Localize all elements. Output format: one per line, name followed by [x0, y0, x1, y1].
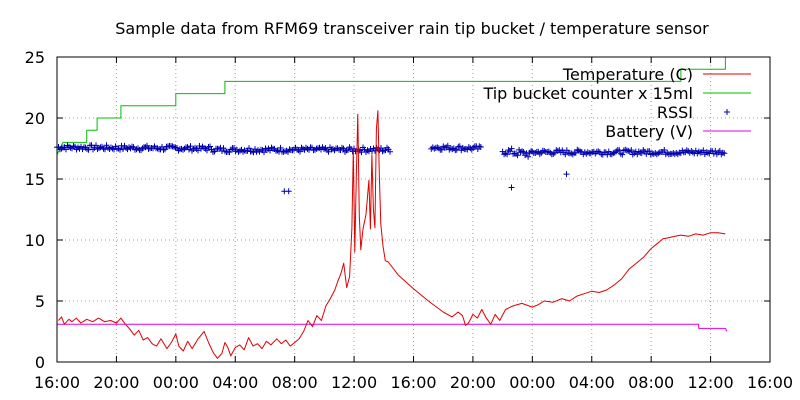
rssi-point [207, 143, 213, 150]
rssi-point [523, 150, 530, 157]
x-tick-label: 20:00 [450, 373, 496, 392]
x-tick-label: 16:00 [747, 373, 793, 392]
legend: Temperature (C)Tip bucket counter x 15ml… [482, 65, 751, 141]
rssi-point [569, 151, 576, 158]
rssi-point [277, 144, 284, 151]
rssi-point [283, 147, 290, 154]
rssi-point [142, 144, 149, 151]
grid-lines [57, 57, 770, 362]
legend-label-temperature-c: Temperature (C) [562, 65, 693, 84]
rssi-point [655, 150, 662, 157]
rssi-point [520, 149, 527, 155]
x-tick-label: 12:00 [331, 373, 377, 392]
x-tick-label: 20:00 [93, 373, 139, 392]
x-tick-label: 08:00 [628, 373, 674, 392]
rssi-point [562, 151, 569, 158]
x-tick-label: 00:00 [153, 373, 199, 392]
rssi-point [160, 146, 167, 153]
rssi-point [387, 148, 393, 155]
axis-ticks: 16:00 20:00 00:00 04:00 08:00 12:00 16:00 20:00… [25, 48, 793, 392]
rssi-point [477, 144, 484, 150]
series-line-temperature-c [58, 110, 726, 359]
rssi-point [634, 151, 641, 158]
rssi-point [661, 147, 668, 153]
rssi-point [721, 150, 728, 157]
x-tick-label: 16:00 [34, 373, 80, 392]
rssi-point [187, 143, 194, 150]
rssi-point [117, 146, 123, 153]
rssi-point [619, 151, 626, 158]
rssi-point [476, 143, 483, 150]
rssi-point [638, 150, 645, 157]
x-tick-label: 04:00 [212, 373, 258, 392]
legend-label-battery-v: Battery (V) [605, 122, 693, 141]
y-tick-label: 25 [25, 48, 45, 67]
legend-label-tip-bucket-counter-x-15ml: Tip bucket counter x 15ml [482, 84, 693, 103]
rssi-point [304, 145, 311, 152]
x-tick-label: 00:00 [509, 373, 555, 392]
x-tick-label: 08:00 [272, 373, 318, 392]
y-tick-label: 20 [25, 109, 45, 128]
rssi-point [625, 147, 632, 154]
rssi-point [220, 145, 227, 152]
legend-sample-rssi [724, 109, 730, 115]
y-tick-label: 5 [35, 292, 45, 311]
series-points-rssi [54, 142, 728, 195]
rssi-point [297, 148, 303, 155]
rssi-point [508, 145, 515, 152]
rssi-point [628, 147, 635, 154]
rssi-point [449, 146, 456, 153]
plot-series [54, 56, 729, 359]
rssi-point [204, 147, 210, 154]
rssi-point [453, 146, 460, 153]
rssi-point [508, 184, 515, 191]
rssi-point [513, 150, 520, 157]
y-tick-label: 0 [35, 353, 45, 372]
rssi-point [664, 149, 671, 156]
x-tick-label: 04:00 [569, 373, 615, 392]
rssi-point [525, 153, 532, 160]
y-tick-label: 15 [25, 170, 45, 189]
rssi-point [505, 147, 512, 153]
legend-label-rssi: RSSI [657, 103, 693, 122]
rssi-point [93, 142, 99, 149]
chart-title: Sample data from RFM69 transceiver rain … [115, 19, 709, 38]
rssi-point [689, 149, 696, 156]
x-tick-label: 12:00 [688, 373, 734, 392]
rssi-point [674, 151, 681, 158]
y-tick-label: 10 [25, 231, 45, 250]
rssi-point [285, 188, 292, 195]
x-tick-label: 16:00 [390, 373, 436, 392]
rssi-point [456, 143, 463, 150]
rssi-point [563, 171, 570, 178]
series-line-tip-bucket-counter-x-15ml [56, 56, 729, 155]
rssi-point [514, 152, 521, 159]
rssi-point [246, 145, 252, 152]
rssi-point [504, 151, 511, 158]
series-line-battery-v [57, 323, 728, 332]
